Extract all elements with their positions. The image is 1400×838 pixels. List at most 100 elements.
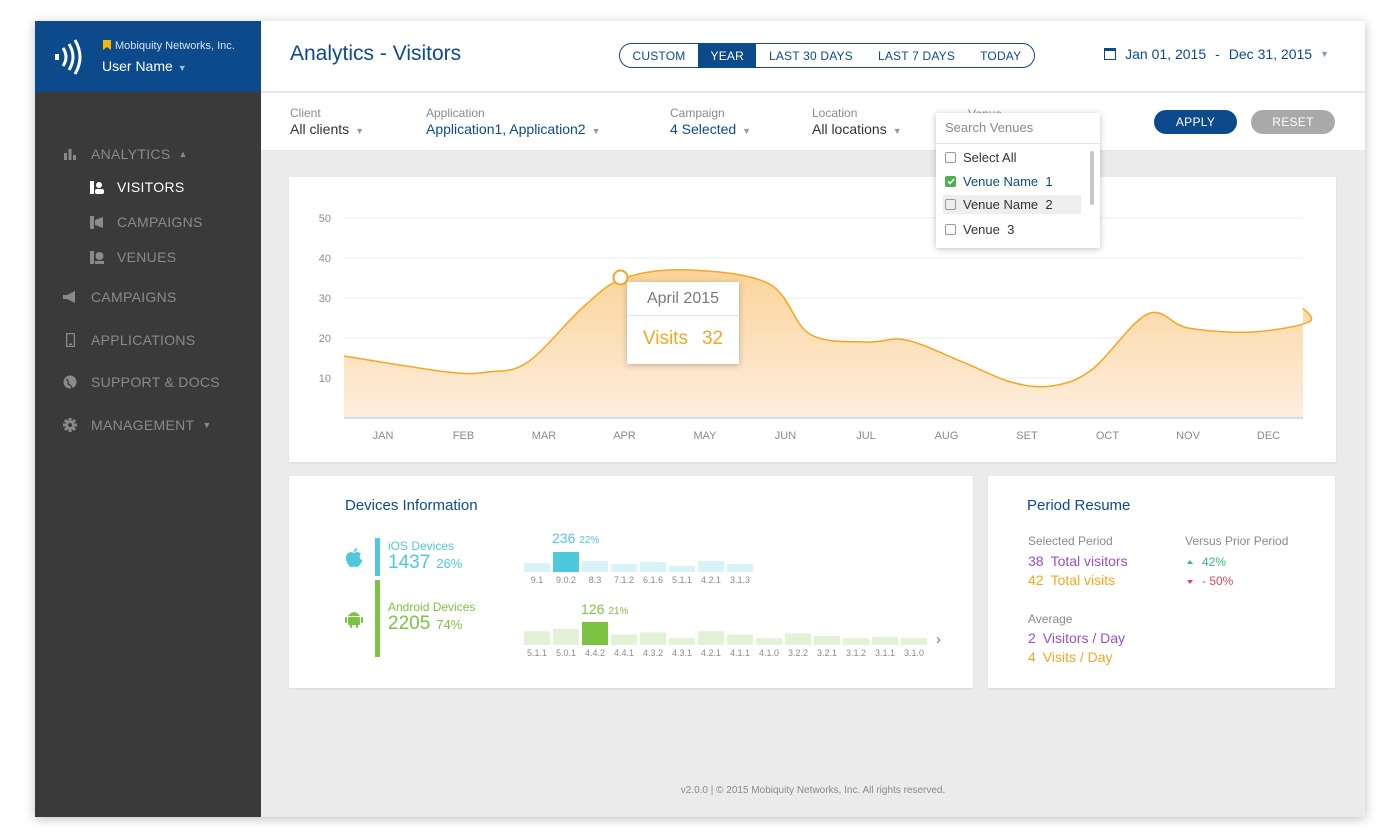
device-version-bars: 9.1 9.0.2 236 22% 8.3 7.1.2 6.1.6 5.1.1 4.2.1 3.1… bbox=[524, 530, 927, 658]
version-bar[interactable] bbox=[582, 622, 608, 645]
venue-option-2[interactable]: Venue Name 2 bbox=[943, 195, 1081, 214]
period-last-7-days[interactable]: LAST 7 DAYS bbox=[877, 48, 956, 63]
campaign-value: 4 Selected bbox=[670, 121, 737, 137]
globe-icon bbox=[63, 375, 77, 389]
selected-period-label: Selected Period bbox=[1028, 534, 1113, 548]
period-year[interactable]: YEAR bbox=[697, 44, 757, 67]
version-label: 9.1 bbox=[531, 575, 544, 585]
venue-option-3[interactable]: Venue 3 bbox=[943, 220, 1081, 239]
sidebar-item-applications[interactable]: APPLICATIONS bbox=[35, 325, 261, 355]
version-bar[interactable] bbox=[727, 634, 753, 645]
version-bar[interactable] bbox=[582, 561, 608, 572]
version-bar[interactable] bbox=[669, 638, 695, 645]
checkbox[interactable] bbox=[945, 199, 956, 210]
version-label: 8.3 bbox=[589, 575, 602, 585]
version-bar[interactable] bbox=[756, 638, 782, 645]
period-custom[interactable]: CUSTOM bbox=[632, 48, 686, 63]
tooltip-value: 32 bbox=[701, 328, 724, 349]
ios-total: 1437 26% bbox=[388, 552, 463, 573]
version-bar[interactable] bbox=[640, 562, 666, 572]
venue-option-select-all[interactable]: Select All bbox=[943, 148, 1081, 167]
version-label: 4.3.2 bbox=[643, 648, 663, 658]
version-bar[interactable] bbox=[524, 631, 550, 645]
chevron-down-icon: ▼ bbox=[892, 126, 902, 136]
chevron-down-icon: ▼ bbox=[591, 126, 601, 136]
ios-label: iOS Devices bbox=[388, 539, 455, 553]
sidebar-item-support-docs[interactable]: SUPPORT & DOCS bbox=[35, 367, 261, 397]
user-name: User Name bbox=[102, 58, 173, 74]
user-menu[interactable]: User Name ▼ bbox=[102, 58, 187, 74]
sidebar-item-analytics[interactable]: ANALYTICS ▲ bbox=[35, 139, 261, 169]
total-visits: 42 Total visits bbox=[1028, 572, 1116, 588]
version-bar[interactable] bbox=[669, 566, 695, 572]
checkbox[interactable] bbox=[945, 152, 956, 163]
area-line bbox=[343, 269, 1313, 388]
version-bar[interactable] bbox=[814, 635, 840, 645]
sidebar-item-management[interactable]: MANAGEMENT ▼ bbox=[35, 410, 261, 440]
venue-dropdown: Search Venues Select All Venue Name 1 Ve… bbox=[936, 113, 1100, 248]
chevron-down-icon: ▼ bbox=[742, 126, 752, 136]
venue-option-1[interactable]: Venue Name 1 bbox=[943, 172, 1081, 191]
version-bar[interactable] bbox=[524, 563, 550, 572]
tooltip-series: Visits bbox=[642, 328, 688, 349]
campaign-filter[interactable]: Campaign 4 Selected ▼ bbox=[670, 106, 752, 137]
version-bar[interactable] bbox=[698, 561, 724, 572]
mobiquity-logo-icon bbox=[55, 39, 82, 75]
version-bar[interactable] bbox=[872, 636, 898, 645]
version-bar[interactable] bbox=[698, 631, 724, 645]
date-range-picker[interactable]: Jan 01, 2015 - Dec 31, 2015 ▼ bbox=[1104, 46, 1329, 62]
version-bar[interactable] bbox=[901, 638, 927, 645]
footer-copyright: v2.0.0 | © 2015 Mobiquity Networks, Inc.… bbox=[680, 785, 946, 796]
versus-prior-label: Versus Prior Period bbox=[1185, 534, 1289, 548]
version-bar[interactable] bbox=[611, 634, 637, 645]
sidebar-item-visitors[interactable]: VISITORS bbox=[35, 172, 261, 202]
client-filter[interactable]: Client All clients ▼ bbox=[290, 106, 365, 137]
version-label: 3.2.2 bbox=[788, 648, 808, 658]
sidebar-item-campaigns[interactable]: CAMPAIGNS bbox=[35, 282, 261, 312]
sidebar-item-campaigns-sub[interactable]: CAMPAIGNS bbox=[35, 207, 261, 237]
version-label: 3.1.0 bbox=[904, 648, 924, 658]
checkbox-checked[interactable] bbox=[945, 176, 956, 187]
sidebar-item-venues[interactable]: VENUES bbox=[35, 242, 261, 272]
version-bar[interactable] bbox=[785, 633, 811, 646]
version-bar[interactable] bbox=[727, 564, 753, 572]
arrow-down-icon bbox=[1187, 580, 1193, 584]
date-end: Dec 31, 2015 bbox=[1228, 46, 1313, 62]
location-filter[interactable]: Location All locations ▼ bbox=[812, 106, 902, 137]
android-label: Android Devices bbox=[388, 600, 476, 614]
version-bar[interactable] bbox=[553, 552, 579, 572]
checkbox[interactable] bbox=[945, 224, 956, 235]
x-tick-label: DEC bbox=[1257, 430, 1280, 442]
venues-icon bbox=[90, 250, 104, 264]
venue-search-input[interactable]: Search Venues bbox=[936, 113, 1100, 144]
chevron-right-icon[interactable]: › bbox=[936, 631, 941, 648]
application-filter[interactable]: Application Application1, Application2 ▼ bbox=[426, 106, 601, 137]
version-bar[interactable] bbox=[640, 632, 666, 645]
y-tick-label: 20 bbox=[319, 333, 331, 345]
visits-change-down: - 50% bbox=[1187, 574, 1233, 588]
venue-scrollbar[interactable] bbox=[1090, 151, 1094, 205]
version-label: 5.1.1 bbox=[672, 575, 692, 585]
version-label: 4.3.1 bbox=[672, 648, 692, 658]
chevron-down-icon: ▼ bbox=[355, 126, 365, 136]
version-bar[interactable] bbox=[843, 638, 869, 645]
x-tick-label: JAN bbox=[373, 430, 394, 442]
visitors-icon bbox=[90, 180, 104, 194]
apply-button[interactable]: APPLY bbox=[1154, 110, 1237, 134]
android-icon bbox=[345, 612, 363, 628]
brand-header: Mobiquity Networks, Inc. User Name ▼ bbox=[35, 21, 261, 92]
visitors-change-up: 42% bbox=[1187, 555, 1226, 569]
highlight-point[interactable] bbox=[612, 269, 629, 286]
date-start: Jan 01, 2015 bbox=[1125, 46, 1207, 62]
version-bar[interactable] bbox=[553, 628, 579, 645]
version-label: 6.1.6 bbox=[643, 575, 663, 585]
reset-button[interactable]: RESET bbox=[1251, 110, 1335, 134]
org-name: Mobiquity Networks, Inc. bbox=[103, 40, 235, 52]
period-last-30-days[interactable]: LAST 30 DAYS bbox=[768, 48, 853, 63]
x-tick-label: OCT bbox=[1096, 430, 1120, 442]
version-bar[interactable] bbox=[611, 564, 637, 572]
period-today[interactable]: TODAY bbox=[980, 48, 1022, 63]
avg-visitors: 2 Visitors / Day bbox=[1028, 630, 1126, 646]
x-tick-label: AUG bbox=[935, 430, 959, 442]
selected-version-value: 236 22% bbox=[552, 530, 599, 546]
